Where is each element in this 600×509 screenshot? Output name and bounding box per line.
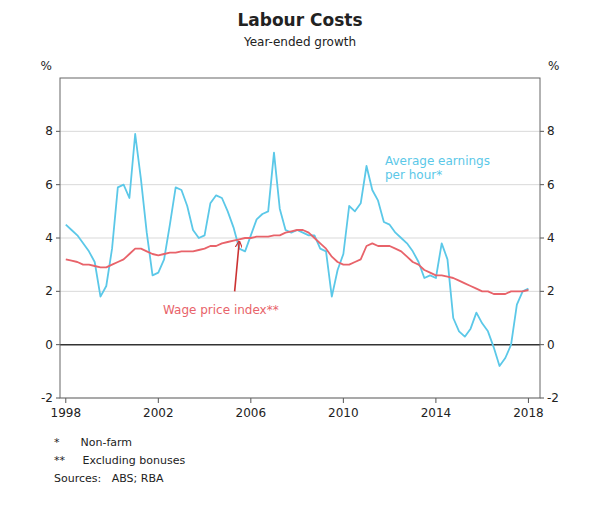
lines (66, 134, 529, 366)
y2-tick-label: 8 (547, 124, 555, 138)
plot-frame (60, 78, 540, 398)
y2-tick-label: 6 (547, 178, 555, 192)
footnote: Sources: ABS; RBA (54, 472, 164, 485)
x-tick (250, 398, 251, 403)
y2-tick-label: 2 (547, 284, 555, 298)
title: Labour Costs (237, 10, 362, 30)
y-tick-label: 6 (45, 178, 53, 192)
y-tick (56, 398, 60, 399)
subtitle: Year-ended growth (243, 35, 356, 49)
y-tick (56, 291, 60, 292)
x-tick-label: 2018 (513, 406, 544, 420)
annotation: Wage price index** (163, 303, 279, 317)
footnote: * Non-farm (54, 436, 132, 449)
x-tick-label: 2006 (236, 406, 267, 420)
x-tick (343, 398, 344, 403)
y-tick (56, 344, 60, 345)
zero-line (60, 344, 540, 346)
x-tick-label: 1998 (51, 406, 82, 420)
y2-tick (540, 238, 544, 239)
y-tick-label: 4 (45, 231, 53, 245)
footnote: ** Excluding bonuses (54, 454, 185, 467)
grid-line (60, 184, 540, 185)
y2-tick (540, 291, 544, 292)
grid-line (60, 131, 540, 132)
y2-tick-label: 4 (547, 231, 555, 245)
y2-tick (540, 184, 544, 185)
y2-tick-label: 0 (547, 338, 555, 352)
y-tick-label: -2 (41, 391, 53, 405)
series-line (66, 230, 529, 294)
y-tick-label: 2 (45, 284, 53, 298)
x-tick-label: 2002 (143, 406, 174, 420)
y2-tick-label: -2 (547, 391, 559, 405)
x-tick (435, 398, 436, 403)
x-tick-label: 2010 (328, 406, 359, 420)
y-tick (56, 184, 60, 185)
y2-tick (540, 344, 544, 345)
x-tick (65, 398, 66, 403)
y-axis-label: % (41, 59, 52, 73)
y-tick (56, 238, 60, 239)
x-tick (158, 398, 159, 403)
x-tick (528, 398, 529, 403)
grid-line (60, 291, 540, 292)
annotation: Average earningsper hour* (385, 154, 490, 182)
grid (60, 131, 540, 398)
x-tick-label: 2014 (421, 406, 452, 420)
y2-tick (540, 398, 544, 399)
y-tick (56, 131, 60, 132)
grid-line (60, 238, 540, 239)
y2-tick (540, 131, 544, 132)
y2-axis-label: % (548, 59, 559, 73)
y-tick-label: 8 (45, 124, 53, 138)
chart: Labour Costs Year-ended growth%% -2 0 2 4 6 8 -2… (0, 0, 600, 509)
annotation-arrow (235, 241, 240, 291)
y-tick-label: 0 (45, 338, 53, 352)
series-line (66, 134, 529, 366)
